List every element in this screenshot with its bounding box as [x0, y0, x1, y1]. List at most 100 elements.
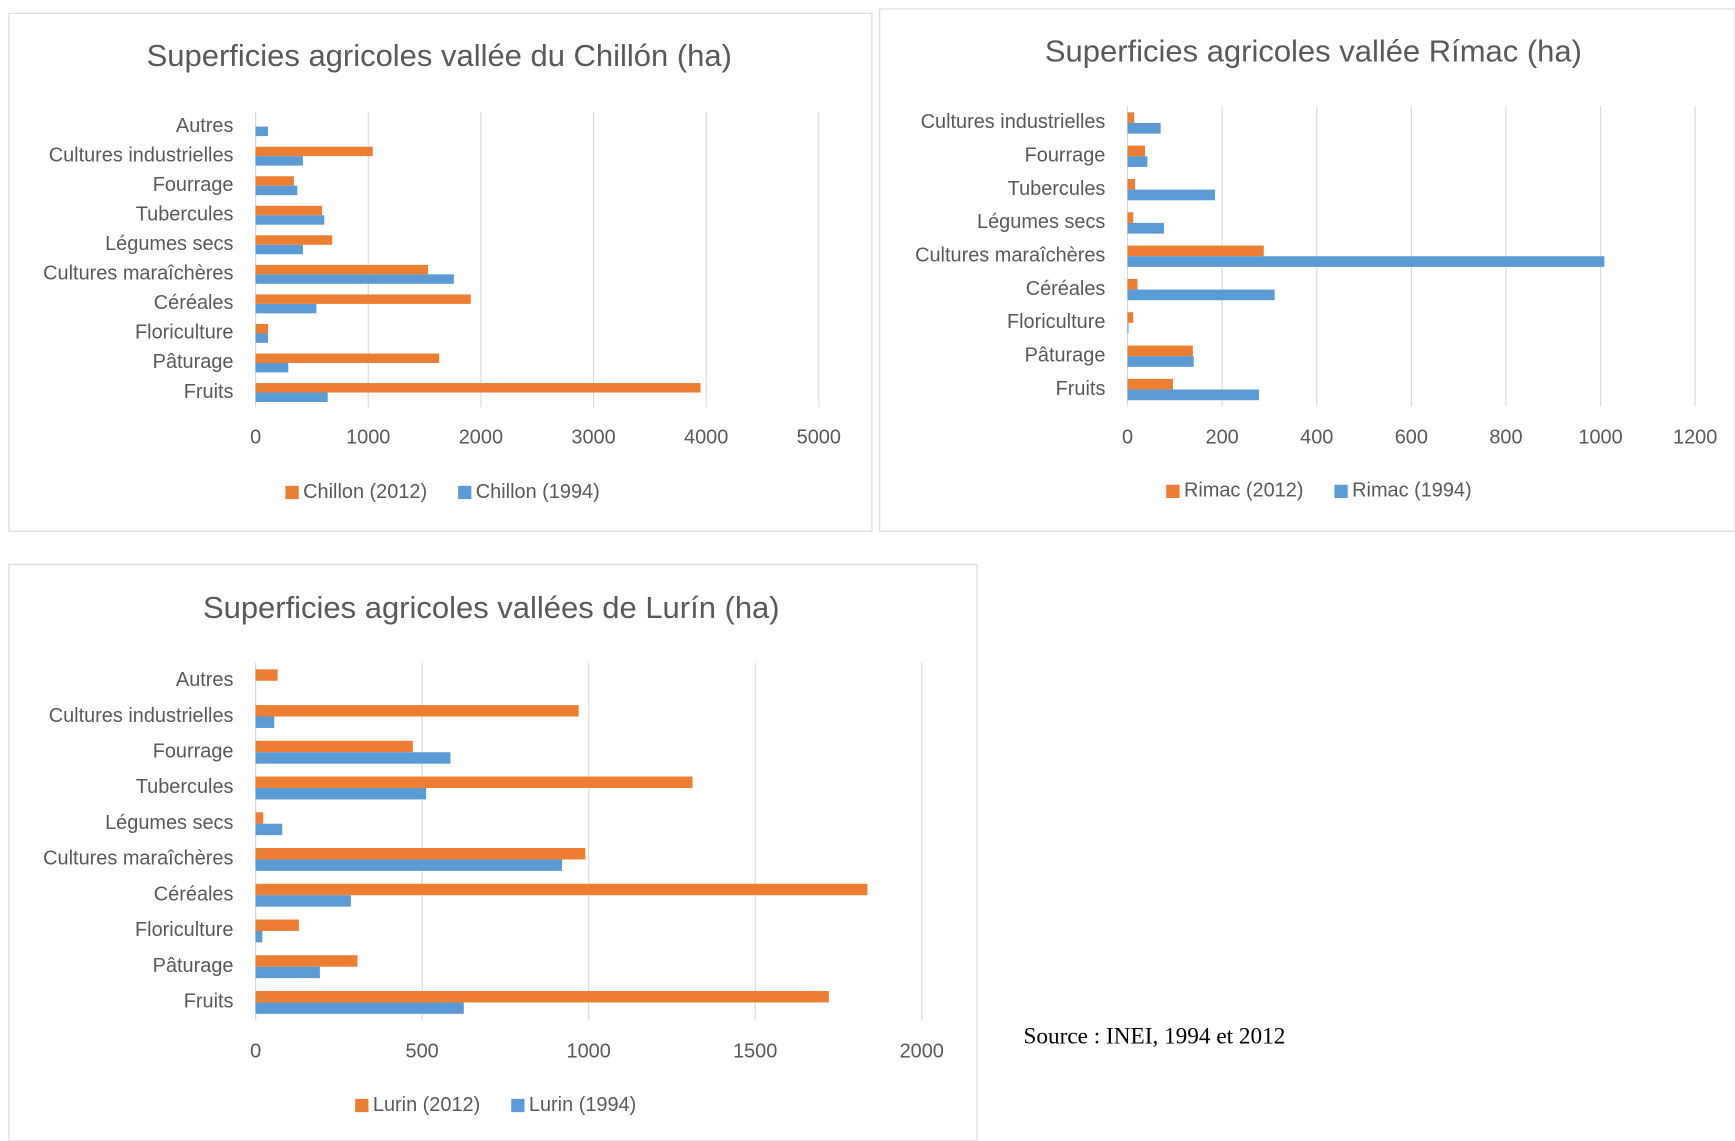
- legend-swatch: [1334, 484, 1348, 499]
- y-tick-label: Légumes secs: [105, 233, 233, 255]
- y-tick-label: Autres: [176, 669, 234, 691]
- bar: [255, 146, 373, 157]
- bar: [1127, 112, 1135, 123]
- bar: [255, 362, 289, 373]
- bar: [255, 955, 358, 967]
- bar: [255, 776, 693, 788]
- bar: [1127, 345, 1193, 357]
- bar: [1127, 145, 1146, 157]
- bar: [255, 383, 701, 393]
- bar: [1127, 378, 1173, 390]
- bar: [255, 848, 586, 860]
- bar: [1127, 278, 1138, 290]
- bar: [255, 264, 428, 275]
- x-tick-label: 2000: [900, 1041, 944, 1063]
- bar: [255, 156, 303, 166]
- bar: [255, 812, 264, 824]
- bar: [255, 235, 333, 245]
- y-tick-label: Pâturage: [153, 955, 234, 977]
- legend-swatch: [355, 1098, 369, 1113]
- x-tick-label: 1500: [733, 1041, 777, 1063]
- bar: [1127, 178, 1136, 190]
- chart-frame: [8, 12, 873, 532]
- bar: [255, 919, 299, 931]
- y-tick-label: Cultures industrielles: [49, 144, 234, 166]
- y-tick-label: Céréales: [1026, 278, 1106, 300]
- x-tick-label: 1000: [1578, 427, 1622, 449]
- chart-title: Superficies agricoles vallée du Chillón …: [147, 38, 732, 73]
- x-tick-label: 0: [1122, 427, 1133, 449]
- legend-swatch: [1166, 484, 1180, 499]
- y-tick-label: Fourrage: [1025, 145, 1106, 167]
- bar: [255, 752, 451, 764]
- y-tick-label: Légumes secs: [977, 211, 1105, 233]
- x-tick-label: 1000: [346, 427, 390, 449]
- legend-label: Rimac (2012): [1184, 480, 1303, 502]
- bar: [255, 244, 303, 255]
- y-tick-label: Pâturage: [1025, 344, 1106, 366]
- y-tick-label: Floriculture: [1007, 311, 1105, 333]
- bar: [255, 303, 317, 314]
- y-tick-label: Cultures industrielles: [49, 705, 234, 727]
- bar: [255, 353, 440, 363]
- x-tick-label: 0: [250, 1041, 261, 1063]
- bar: [1127, 322, 1129, 334]
- y-tick-label: Fourrage: [153, 741, 234, 763]
- bar: [255, 930, 263, 943]
- y-tick-label: Autres: [176, 115, 234, 137]
- bar: [1127, 389, 1260, 401]
- bar: [255, 274, 454, 284]
- y-tick-label: Céréales: [154, 883, 234, 905]
- y-tick-label: Légumes secs: [105, 812, 233, 834]
- bar: [255, 392, 328, 402]
- x-tick-label: 0: [250, 427, 261, 449]
- legend-label: Rimac (1994): [1352, 480, 1471, 502]
- bar: [1127, 256, 1605, 267]
- chart-title: Superficies agricoles vallées de Lurín (…: [203, 590, 780, 625]
- y-tick-label: Cultures maraîchères: [43, 848, 233, 870]
- bar: [1127, 122, 1161, 134]
- source-note: Source : INEI, 1994 et 2012: [1024, 1023, 1286, 1049]
- y-tick-label: Cultures maraîchères: [915, 245, 1105, 267]
- chart-title: Superficies agricoles vallée Rímac (ha): [1045, 33, 1582, 68]
- y-tick-label: Tubercules: [1008, 178, 1106, 200]
- bar: [1127, 312, 1134, 323]
- y-tick-label: Tubercules: [136, 204, 234, 226]
- bar: [1127, 289, 1275, 301]
- y-tick-label: Tubercules: [136, 776, 234, 798]
- bar: [255, 176, 294, 186]
- bar: [1127, 156, 1148, 167]
- y-tick-label: Céréales: [154, 292, 234, 314]
- bar: [1127, 212, 1134, 223]
- bar: [1127, 245, 1264, 257]
- bar: [255, 895, 351, 907]
- y-tick-label: Fruits: [184, 381, 234, 403]
- x-tick-label: 500: [406, 1041, 439, 1063]
- bar: [1127, 222, 1164, 234]
- x-tick-label: 3000: [571, 427, 615, 449]
- chart-frame: [879, 8, 1735, 532]
- legend-swatch: [285, 485, 299, 500]
- y-tick-label: Cultures industrielles: [921, 111, 1106, 133]
- x-tick-label: 1000: [567, 1041, 611, 1063]
- y-tick-label: Pâturage: [153, 351, 234, 373]
- bar: [255, 966, 320, 979]
- legend-label: Chillon (2012): [303, 481, 427, 503]
- y-tick-label: Fruits: [184, 991, 234, 1013]
- x-tick-label: 200: [1206, 427, 1239, 449]
- bar: [255, 740, 413, 753]
- x-tick-label: 4000: [684, 427, 728, 449]
- y-tick-label: Floriculture: [135, 919, 233, 941]
- y-tick-label: Cultures maraîchères: [43, 263, 233, 285]
- y-tick-label: Floriculture: [135, 322, 233, 344]
- x-tick-label: 600: [1395, 427, 1428, 449]
- bar: [255, 333, 268, 343]
- bar: [255, 823, 283, 836]
- x-tick-label: 400: [1300, 427, 1333, 449]
- legend-label: Lurin (1994): [529, 1094, 636, 1116]
- bar: [255, 705, 579, 717]
- bar: [255, 859, 563, 871]
- bar: [255, 669, 278, 681]
- x-tick-label: 800: [1489, 427, 1522, 449]
